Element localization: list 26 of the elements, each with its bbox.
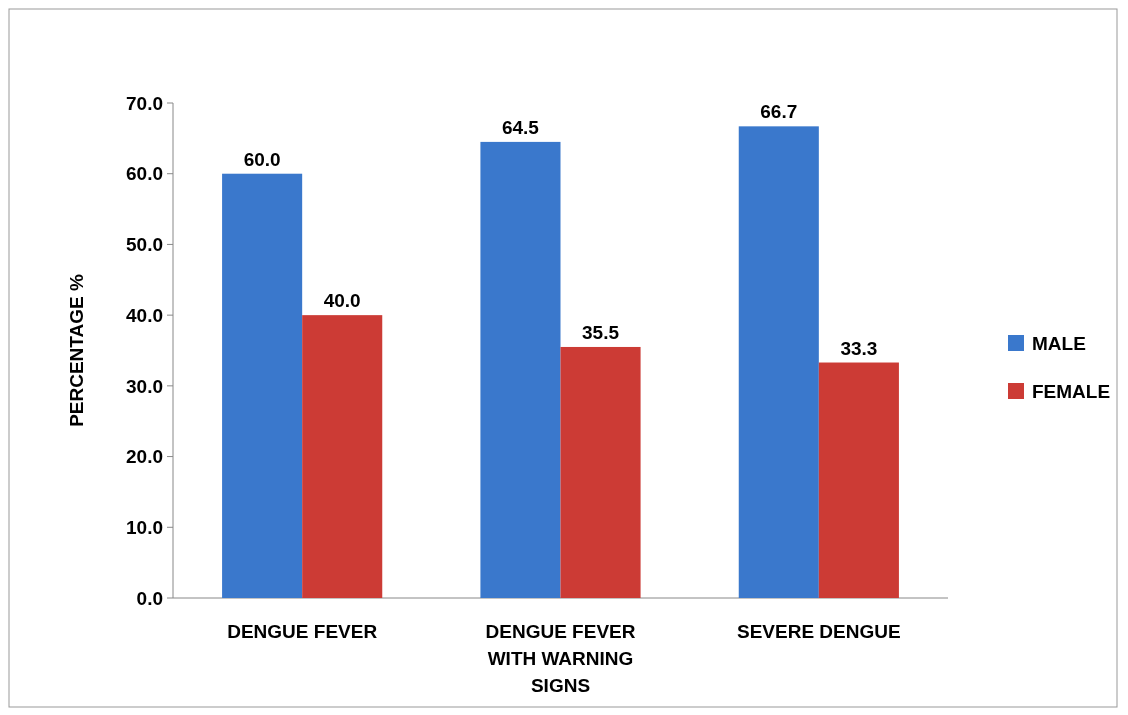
data-label: 33.3	[840, 337, 878, 359]
data-label: 60.0	[243, 148, 281, 170]
x-tick-label: DENGUE FEVER WITH WARNING SIGNS	[485, 621, 636, 696]
legend-label: FEMALE	[1032, 380, 1111, 402]
data-label: 64.5	[501, 116, 540, 138]
y-tick-label: 0.0	[136, 587, 163, 609]
y-tick-label: 60.0	[126, 163, 163, 185]
legend-label: MALE	[1032, 332, 1086, 354]
x-tick-label: SEVERE DENGUE	[737, 621, 901, 642]
y-axis-title: PERCENTAGE %	[66, 274, 87, 427]
y-tick-label: 70.0	[126, 92, 163, 114]
data-label: 40.0	[323, 290, 361, 312]
y-tick-label: 50.0	[126, 234, 163, 256]
bar	[302, 315, 383, 598]
data-label: 35.5	[582, 321, 620, 343]
bar	[738, 126, 819, 598]
bar	[818, 362, 899, 598]
bar	[480, 141, 561, 598]
y-tick-label: 10.0	[126, 516, 163, 538]
y-tick-label: 20.0	[126, 446, 163, 468]
data-label: 66.7	[760, 101, 798, 123]
bar	[222, 173, 303, 598]
bar	[560, 346, 641, 598]
y-tick-label: 30.0	[126, 375, 163, 397]
y-tick-label: 40.0	[126, 304, 163, 326]
x-tick-label: DENGUE FEVER	[227, 621, 378, 642]
